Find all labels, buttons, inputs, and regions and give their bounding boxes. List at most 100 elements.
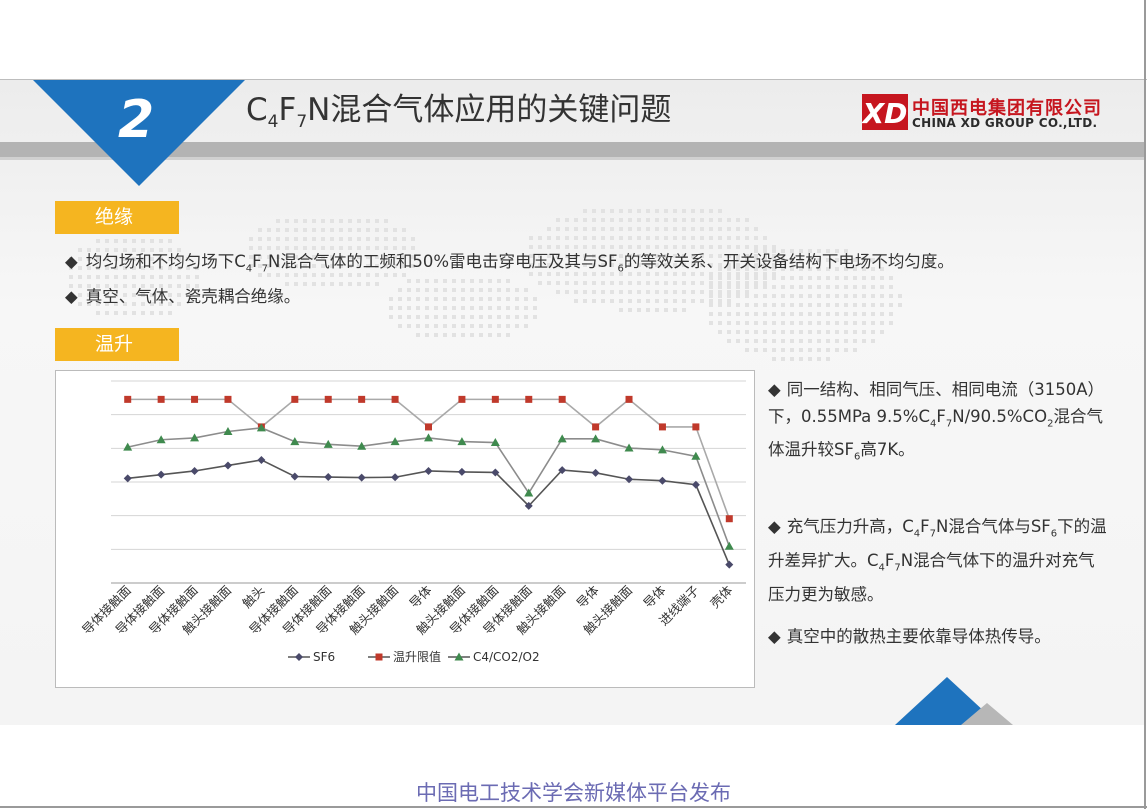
diamond-bullet-icon: ◆ (768, 627, 781, 646)
x-tick-label: 导体 (640, 582, 669, 611)
data-point (224, 395, 232, 403)
insulation-bullet: ◆ 均匀场和不均匀场下C4F7N混合气体的工频和50%雷电击穿电压及其与SF6的等… (65, 252, 954, 275)
data-point (324, 473, 333, 482)
temperature-chart: 导体接触面 导体接触面 导体接触面 触头接触面 触头 导体接触面 导体接触面 导体接触面 触头接… (55, 370, 755, 688)
header-band-shadow (0, 157, 1145, 160)
data-point (490, 438, 500, 447)
data-point (290, 472, 299, 481)
x-tick-label: 导体 (406, 582, 435, 611)
data-point (657, 445, 667, 454)
data-point (124, 395, 132, 403)
data-point (558, 395, 566, 403)
diamond-bullet-icon: ◆ (768, 517, 781, 536)
x-tick-label: 触头 (239, 583, 267, 611)
svg-text:XD: XD (862, 97, 907, 130)
data-point (491, 395, 499, 403)
legend-label: 温升限值 (393, 649, 441, 664)
insulation-bullets: ◆ 均匀场和不均匀场下C4F7N混合气体的工频和50%雷电击穿电压及其与SF6的等… (65, 248, 954, 311)
data-point (257, 455, 266, 464)
diamond-bullet-icon: ◆ (768, 380, 781, 399)
corner-triangle-decoration (895, 677, 1013, 725)
legend-label: C4/CO2/O2 (473, 650, 540, 664)
data-point (658, 476, 667, 485)
data-point (190, 433, 200, 442)
x-tick-label: 壳体 (707, 582, 736, 611)
data-point (290, 437, 300, 446)
data-point (625, 395, 633, 403)
data-point (256, 423, 266, 432)
data-point (524, 501, 533, 510)
series-line (127, 427, 731, 547)
data-point (191, 395, 199, 403)
data-point (123, 474, 132, 483)
data-point (424, 433, 433, 442)
data-point (358, 395, 366, 403)
data-point (123, 442, 133, 451)
footer-publisher: 中国电工技术学会新媒体平台发布 (416, 781, 731, 805)
data-point (458, 395, 466, 403)
data-point (692, 423, 700, 431)
data-point (425, 423, 432, 431)
insulation-bullet: ◆ 真空、气体、瓷壳耦合绝缘。 (65, 287, 301, 307)
data-point (591, 468, 600, 477)
data-point (457, 437, 467, 446)
page-title: C4F7N混合气体应用的关键问题 (246, 92, 672, 133)
legend-marker (295, 653, 303, 661)
diamond-bullet-icon: ◆ (65, 252, 78, 271)
data-point (324, 395, 332, 403)
data-point (624, 443, 634, 452)
data-point (357, 473, 366, 482)
company-name-en: CHINA XD GROUP CO.,LTD. (912, 116, 1098, 130)
temperature-tag: 温升 (55, 328, 179, 361)
temperature-note-2: ◆ 充气压力升高，C4F7N混合气体与SF6下的温升差异扩大。C4F7N混合气体下… (768, 517, 1107, 604)
data-point (390, 437, 400, 446)
insulation-tag: 绝缘 (55, 201, 179, 234)
data-point (591, 434, 601, 443)
x-tick-label: 导体 (573, 582, 602, 611)
data-point (691, 480, 700, 489)
legend-marker (375, 653, 383, 661)
data-point (491, 468, 500, 477)
data-point (625, 475, 634, 484)
data-point (725, 515, 733, 523)
section-number-triangle (33, 80, 245, 186)
data-point (157, 395, 165, 403)
data-point (391, 395, 399, 403)
data-point (424, 466, 433, 475)
data-point (658, 423, 666, 431)
data-point (156, 435, 166, 444)
diamond-bullet-icon: ◆ (65, 287, 78, 307)
section-number: 2 (118, 90, 155, 150)
data-point (223, 427, 233, 435)
temperature-note-1: ◆ 同一结构、相同气压、相同电流（3150A）下，0.55MPa 9.5%C4F7… (768, 380, 1104, 463)
series-line (127, 398, 731, 520)
slide: 2 C4F7N混合气体应用的关键问题 XD 中国西电集团有限公司 CHINA X… (0, 80, 1145, 725)
legend-label: SF6 (313, 650, 335, 664)
temperature-note-3: ◆ 真空中的散热主要依靠导体热传导。 (768, 627, 1051, 646)
data-point (724, 541, 734, 550)
data-point (157, 470, 166, 479)
data-point (557, 434, 567, 443)
world-map-decoration (69, 209, 902, 361)
xd-logo-icon: XD (862, 94, 908, 130)
data-point (525, 395, 533, 403)
data-point (592, 423, 600, 431)
right-frame-line (1144, 0, 1146, 809)
data-point (323, 439, 333, 448)
data-point (190, 466, 199, 475)
data-point (691, 451, 701, 460)
bottom-frame-line (0, 806, 1147, 808)
top-frame-line (0, 79, 1147, 80)
data-point (524, 488, 534, 497)
company-name-cn: 中国西电集团有限公司 (912, 98, 1102, 119)
data-point (457, 467, 466, 476)
data-point (223, 461, 232, 470)
data-point (725, 560, 734, 569)
legend-marker (454, 652, 464, 661)
data-point (291, 395, 299, 403)
data-point (558, 466, 567, 475)
data-point (391, 473, 400, 482)
header-band (0, 142, 1145, 157)
data-point (357, 441, 367, 450)
